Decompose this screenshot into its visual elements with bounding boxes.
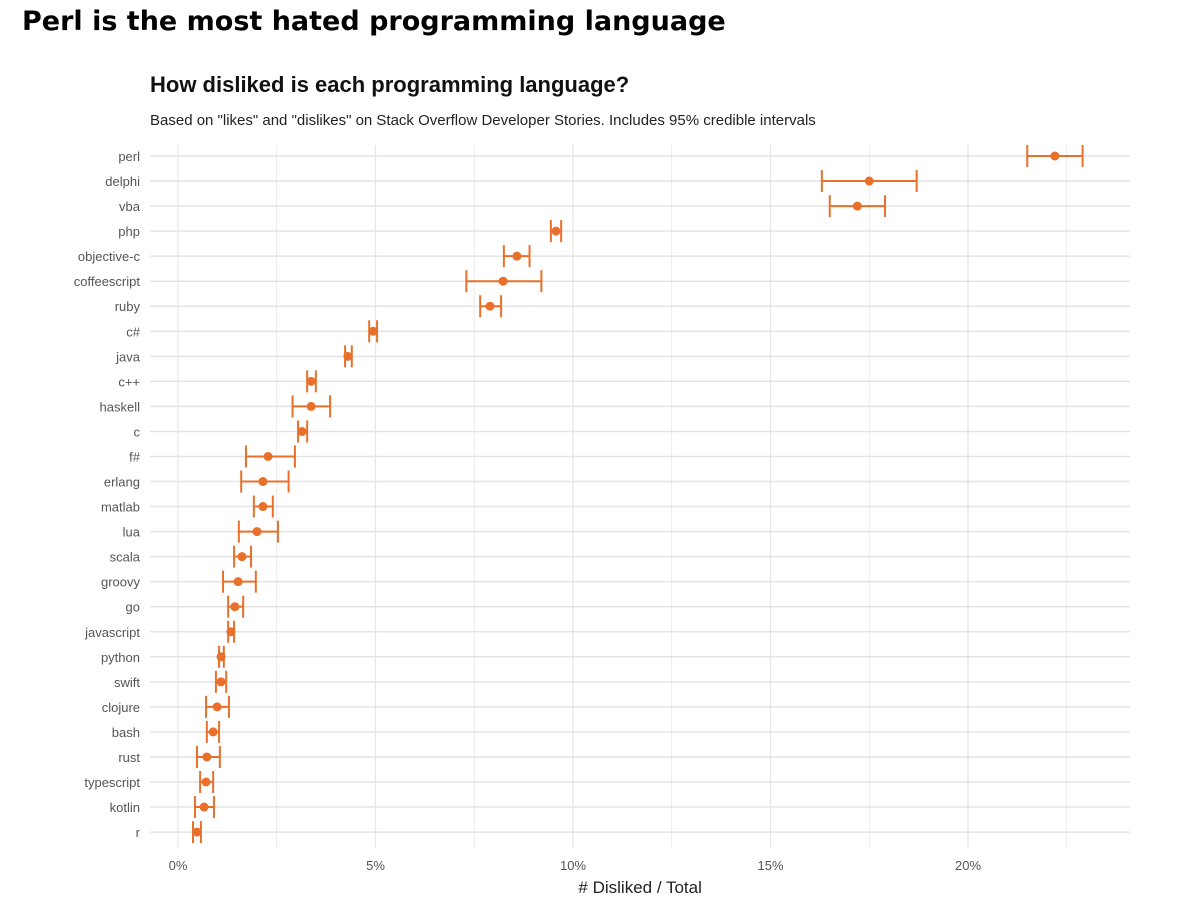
error-bar-vba (828, 195, 887, 218)
data-point (551, 226, 561, 236)
data-point (306, 376, 316, 386)
chart-subtitle: Based on "likes" and "dislikes" on Stack… (150, 112, 816, 129)
y-tick-label: c (134, 424, 141, 439)
data-point (252, 527, 262, 537)
y-tick-label: scala (110, 550, 141, 565)
y-tick-label: lua (123, 525, 141, 540)
data-point (297, 426, 307, 436)
data-point (216, 652, 226, 662)
data-point (306, 401, 316, 411)
y-tick-label: objective-c (78, 249, 141, 264)
data-point (864, 176, 874, 186)
error-bar-c# (368, 320, 379, 343)
error-bar-haskell (291, 395, 332, 418)
data-point (1050, 151, 1060, 161)
y-tick-label: c++ (118, 374, 140, 389)
chart-title: How disliked is each programming languag… (150, 72, 630, 97)
data-point (226, 627, 236, 637)
data-point (202, 752, 212, 762)
data-point (230, 602, 240, 612)
y-tick-label: typescript (84, 775, 140, 790)
error-bar-ruby (479, 295, 503, 318)
data-point (258, 477, 268, 487)
y-tick-label: ruby (115, 299, 141, 314)
error-bar-objective-c (502, 245, 531, 268)
error-bar-c (297, 420, 309, 443)
error-bar-coffeescript (465, 270, 543, 293)
x-tick-label: 5% (366, 858, 385, 873)
y-tick-label: delphi (105, 174, 140, 189)
x-axis-title: # Disliked / Total (578, 878, 701, 897)
y-tick-label: clojure (102, 700, 140, 715)
data-point (368, 326, 378, 336)
error-bar-c++ (306, 370, 317, 393)
y-tick-label: php (118, 224, 140, 239)
error-bar-groovy (222, 570, 257, 593)
y-tick-label: matlab (101, 500, 140, 515)
error-bar-java (343, 345, 353, 368)
data-point (498, 276, 508, 286)
y-tick-label: bash (112, 725, 140, 740)
y-tick-label: swift (114, 675, 140, 690)
y-tick-label: rust (118, 750, 140, 765)
error-bar-lua (237, 520, 279, 543)
y-tick-label: r (136, 825, 141, 840)
error-bar-delphi (820, 170, 918, 193)
headline: Perl is the most hated programming langu… (22, 6, 726, 37)
y-tick-label: f# (129, 449, 141, 464)
error-bar-go (227, 595, 245, 618)
x-tick-label: 10% (560, 858, 586, 873)
y-tick-label: python (101, 650, 140, 665)
y-tick-label: java (115, 349, 141, 364)
error-bar-erlang (240, 470, 290, 493)
data-point (199, 802, 209, 812)
error-bar-matlab (252, 495, 274, 518)
y-tick-label: c# (126, 324, 141, 339)
y-tick-label: coffeescript (74, 274, 141, 289)
data-point (233, 577, 243, 587)
error-bar-perl (1026, 145, 1084, 167)
data-point (212, 702, 222, 712)
data-point (216, 677, 226, 687)
error-bar-swift (214, 670, 228, 693)
y-tick-label: kotlin (110, 800, 140, 815)
y-tick-label: groovy (101, 575, 141, 590)
error-bar-python (216, 645, 226, 668)
error-bar-php (549, 220, 563, 243)
error-bar-scala (233, 545, 253, 568)
y-tick-label: go (126, 600, 140, 615)
data-point (485, 301, 495, 311)
y-tick-label: vba (119, 199, 141, 214)
error-bar-r (192, 821, 202, 844)
data-point (512, 251, 522, 261)
x-tick-label: 0% (169, 858, 188, 873)
y-tick-label: haskell (100, 399, 141, 414)
data-point (263, 451, 273, 461)
data-point (192, 827, 202, 837)
error-bar-rust (195, 745, 221, 768)
x-tick-label: 15% (757, 858, 783, 873)
error-bar-bash (205, 720, 221, 743)
data-point (258, 502, 268, 512)
x-tick-label: 20% (955, 858, 981, 873)
error-bar-kotlin (193, 796, 215, 819)
y-tick-label: javascript (84, 625, 140, 640)
data-point (852, 201, 862, 211)
error-bar-javascript (226, 620, 236, 643)
error-bar-f# (244, 445, 296, 468)
data-point (237, 552, 247, 562)
error-bar-clojure (205, 695, 230, 718)
data-point (201, 777, 211, 787)
y-tick-label: perl (118, 149, 140, 164)
data-point (208, 727, 218, 737)
error-bar-typescript (199, 771, 215, 793)
y-tick-label: erlang (104, 475, 140, 490)
data-point (343, 351, 353, 361)
